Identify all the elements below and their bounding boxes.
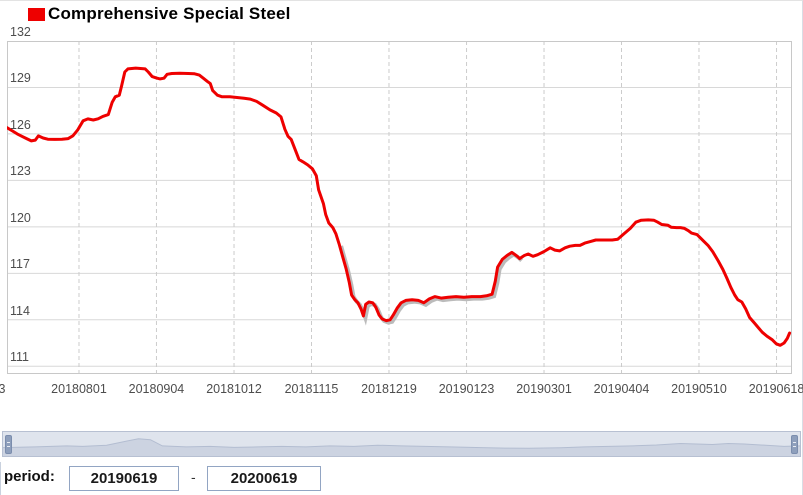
x-axis-label: 20181012 [206,382,262,396]
x-axis-label: 20190510 [671,382,727,396]
x-axis-label: 20180801 [51,382,107,396]
x-axis-label: 20180904 [128,382,185,396]
chart-area[interactable]: 132 129 126 123 120 117 114 111 3 20180801 2018090… [0,1,803,401]
period-controls: period: - [0,462,803,495]
x-axis-label: 20190123 [438,382,495,396]
y-axis-label: 117 [10,257,30,272]
x-axis-label: 20181219 [361,382,417,396]
navigator-left-handle[interactable] [5,435,12,454]
period-separator: - [191,469,196,485]
y-axis-label: 111 [10,350,30,365]
y-axis-label: 126 [10,117,31,132]
navigator-area [3,438,800,456]
range-navigator[interactable] [2,431,801,457]
y-axis-label: 129 [10,71,31,86]
y-axis-label: 132 [10,25,31,39]
period-label: period: [4,468,55,485]
x-axis-label: 20190301 [516,382,572,396]
y-axis-label: 120 [10,210,31,225]
navigator-right-handle[interactable] [791,435,798,454]
price-line-series [7,66,792,347]
period-end-input[interactable] [207,466,321,491]
navigator-chart [2,438,801,456]
legend-item[interactable]: Comprehensive Special Steel [28,4,291,24]
period-start-input[interactable] [69,466,179,491]
y-axis-label: 123 [10,164,31,179]
plot-border [7,41,792,374]
x-axis-label: 3 [0,382,6,396]
x-axis-label: 20181115 [284,382,339,396]
navigator-line [2,438,801,449]
x-axis-label: 20190404 [593,382,650,396]
chart-canvas[interactable] [7,41,793,375]
legend-label: Comprehensive Special Steel [48,4,291,23]
x-axis-label: 20190618 [748,382,803,396]
y-axis-label: 114 [10,303,30,318]
legend-swatch-icon [28,7,45,21]
